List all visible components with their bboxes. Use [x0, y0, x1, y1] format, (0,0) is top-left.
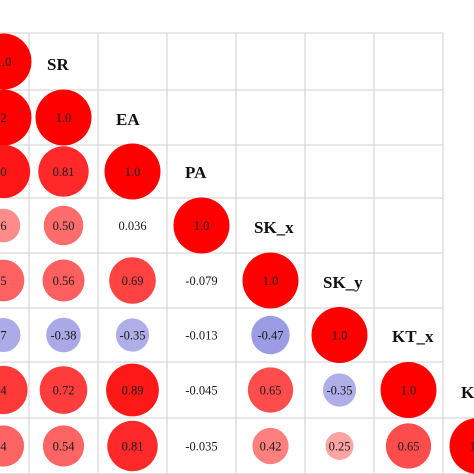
- correlation-circle-1-0: [0, 89, 32, 146]
- variable-label-5: KT_x: [392, 327, 434, 346]
- correlation-circle-2-0: [0, 144, 31, 199]
- correlation-value-2-1: 0.81: [53, 165, 75, 179]
- correlation-value-6-6: 1.0: [401, 384, 417, 398]
- correlation-circle-5-5: [311, 307, 368, 363]
- correlation-circle-6-5: [322, 373, 357, 407]
- correlation-value-6-5: -0.35: [326, 384, 352, 398]
- correlation-circle-3-3: [173, 197, 230, 254]
- correlation-value-3-3: 1.0: [194, 219, 210, 233]
- correlation-value-2-2: 1.0: [125, 165, 141, 179]
- correlation-circle-7-6: [385, 423, 432, 469]
- text-layer: 1.0 2 1.0 0 0.81 1.0 6 0.50 0.036 1.0 5 0.56 0.69 -0.…: [0, 55, 474, 454]
- correlation-circle-6-0: [0, 365, 28, 415]
- correlation-value-6-4: 0.65: [260, 384, 282, 398]
- correlation-value-5-0: 7: [0, 329, 6, 343]
- correlation-value-4-2: 0.69: [122, 274, 144, 288]
- correlation-circle-3-0: [0, 208, 21, 243]
- correlation-value-3-0: 6: [0, 219, 6, 233]
- correlation-value-6-1: 0.72: [53, 384, 75, 398]
- correlation-circle-6-4: [247, 367, 294, 413]
- correlation-value-4-0: 5: [0, 274, 6, 288]
- correlation-value-1-0: 2: [0, 111, 6, 125]
- correlation-circle-3-1: [43, 205, 84, 246]
- correlation-circle-2-2: [104, 143, 161, 200]
- correlation-value-5-4: -0.47: [257, 329, 283, 343]
- correlation-circle-7-4: [252, 427, 289, 465]
- correlation-circle-5-2: [115, 318, 150, 352]
- correlation-value-6-0: 4: [0, 384, 7, 398]
- correlation-circle-4-0: [0, 259, 25, 302]
- correlation-value-7-0: 4: [0, 440, 7, 454]
- grid-layer: [0, 32, 474, 474]
- correlation-circle-5-4: [251, 315, 290, 355]
- correlation-value-7-3: -0.035: [185, 440, 217, 454]
- variable-label-3: SK_x: [254, 218, 294, 237]
- correlation-value-4-3: -0.079: [185, 274, 217, 288]
- correlation-value-7-6: 0.65: [398, 440, 420, 454]
- circle-layer: [0, 33, 474, 474]
- correlation-value-5-5: 1.0: [332, 329, 348, 343]
- variable-label-layer: SR EA PA SK_x SK_y KT_x KT_: [47, 55, 474, 402]
- correlation-circle-4-1: [42, 259, 85, 302]
- correlation-circle-5-0: [0, 318, 21, 352]
- correlation-circle-7-0: [0, 425, 25, 467]
- correlation-circle-4-4: [242, 252, 299, 309]
- correlation-value-7-4: 0.42: [260, 440, 282, 454]
- correlation-circle-6-2: [106, 363, 159, 417]
- correlation-circle-7-1: [42, 425, 85, 467]
- correlation-value-3-2: 0.036: [118, 219, 146, 233]
- correlation-value-4-1: 0.56: [53, 274, 75, 288]
- correlation-circle-7-2: [107, 420, 158, 472]
- correlation-value-2-0: 0: [0, 165, 6, 179]
- correlation-value-4-4: 1.0: [263, 274, 279, 288]
- variable-label-1: EA: [116, 110, 140, 129]
- correlation-circle-5-1: [46, 317, 81, 353]
- correlation-circle-1-1: [35, 89, 92, 146]
- correlation-value-5-1: -0.38: [50, 329, 76, 343]
- correlation-value-0-0: 1.0: [0, 55, 11, 69]
- correlation-value-5-2: -0.35: [119, 329, 145, 343]
- correlation-circle-7-7: [449, 418, 474, 474]
- correlation-value-6-3: -0.045: [185, 384, 217, 398]
- correlation-value-5-3: -0.013: [185, 329, 217, 343]
- variable-label-6: KT_: [461, 383, 474, 402]
- variable-label-0: SR: [47, 55, 69, 74]
- correlation-circle-7-5: [325, 432, 354, 460]
- correlation-circle-4-2: [109, 257, 156, 304]
- correlation-value-7-1: 0.54: [53, 440, 76, 454]
- correlation-value-1-1: 1.0: [56, 111, 72, 125]
- correlation-value-7-5: 0.25: [329, 440, 351, 454]
- variable-label-2: PA: [185, 163, 207, 182]
- correlation-value-7-7: 1.0: [470, 440, 474, 454]
- correlation-circle-6-6: [380, 362, 437, 418]
- correlation-value-6-2: 0.89: [122, 384, 144, 398]
- variable-label-4: SK_y: [323, 273, 363, 292]
- correlation-circle-0-0: [0, 33, 32, 90]
- correlation-circle-2-1: [38, 146, 89, 197]
- correlation-value-7-2: 0.81: [122, 440, 144, 454]
- correlation-circle-6-1: [39, 366, 88, 414]
- correlation-value-3-1: 0.50: [53, 219, 75, 233]
